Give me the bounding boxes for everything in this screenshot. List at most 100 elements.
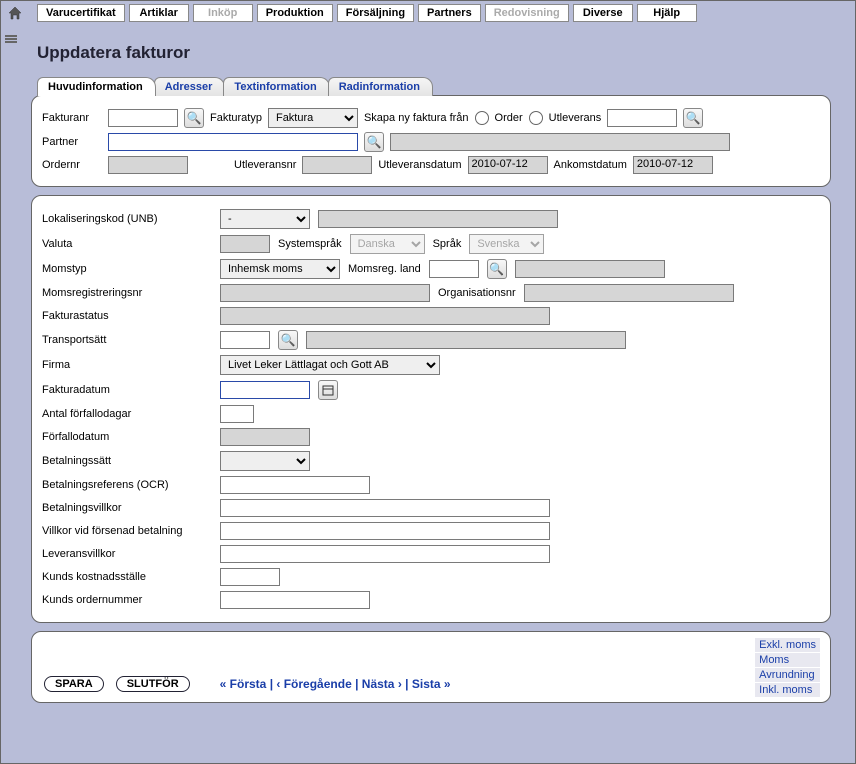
nav-sep: | bbox=[355, 677, 362, 691]
total-avrundning: Avrundning bbox=[755, 668, 820, 682]
nav-prev[interactable]: ‹ Föregående bbox=[276, 677, 351, 691]
betalningssatt-select[interactable] bbox=[220, 451, 310, 471]
organisationsnr-ro bbox=[524, 284, 734, 302]
lokaliseringskod-label: Lokaliseringskod (UNB) bbox=[42, 213, 212, 225]
opt-order-label: Order bbox=[495, 112, 523, 124]
momstyp-select[interactable]: Inhemsk moms bbox=[220, 259, 340, 279]
fakturatyp-select[interactable]: Faktura bbox=[268, 108, 358, 128]
totals-box: Exkl. moms Moms Avrundning Inkl. moms bbox=[755, 638, 820, 698]
radio-order[interactable] bbox=[475, 111, 489, 125]
utleverans-input[interactable] bbox=[607, 109, 677, 127]
tab-textinformation[interactable]: Textinformation bbox=[223, 77, 329, 96]
sprak-select: Svenska bbox=[469, 234, 544, 254]
kostnadsstalle-input[interactable] bbox=[220, 568, 280, 586]
spara-button[interactable]: SPARA bbox=[44, 676, 104, 692]
partner-name-ro bbox=[390, 133, 730, 151]
betalningssatt-label: Betalningssätt bbox=[42, 455, 212, 467]
fakturadatum-label: Fakturadatum bbox=[42, 384, 212, 396]
menu-forsaljning[interactable]: Försäljning bbox=[337, 4, 414, 22]
tab-adresser[interactable]: Adresser bbox=[154, 77, 226, 96]
fakturastatus-ro bbox=[220, 307, 550, 325]
menu-redovisning: Redovisning bbox=[485, 4, 569, 22]
systemsprak-label: Systemspråk bbox=[278, 238, 342, 250]
fakturanr-label: Fakturanr bbox=[42, 112, 102, 124]
firma-label: Firma bbox=[42, 359, 212, 371]
momsregnr-label: Momsregistreringsnr bbox=[42, 287, 212, 299]
firma-select[interactable]: Livet Leker Lättlagat och Gott AB bbox=[220, 355, 440, 375]
valuta-label: Valuta bbox=[42, 238, 212, 250]
partner-input[interactable] bbox=[108, 133, 358, 151]
footer-panel: SPARA SLUTFÖR « Första | ‹ Föregående | … bbox=[31, 631, 831, 703]
ordernummer-input[interactable] bbox=[220, 591, 370, 609]
ankomstdatum-label: Ankomstdatum bbox=[554, 159, 627, 171]
betalningsvillkor-label: Betalningsvillkor bbox=[42, 502, 212, 514]
content-area: Uppdatera fakturor Huvudinformation Adre… bbox=[31, 43, 831, 703]
sprak-label: Språk bbox=[433, 238, 462, 250]
leveransvillkor-input[interactable] bbox=[220, 545, 550, 563]
total-exkl: Exkl. moms bbox=[755, 638, 820, 652]
forfallodatum-label: Förfallodatum bbox=[42, 431, 212, 443]
betalningsvillkor-input[interactable] bbox=[220, 499, 550, 517]
tab-radinformation[interactable]: Radinformation bbox=[328, 77, 433, 96]
header-panel: Fakturanr 🔍 Fakturatyp Faktura Skapa ny … bbox=[31, 95, 831, 187]
utleveransdatum-ro: 2010-07-12 bbox=[468, 156, 548, 174]
nav-next[interactable]: Nästa › bbox=[362, 677, 402, 691]
utleveransdatum-label: Utleveransdatum bbox=[378, 159, 461, 171]
transportsatt-input[interactable] bbox=[220, 331, 270, 349]
tab-huvudinformation[interactable]: Huvudinformation bbox=[37, 77, 156, 96]
transportsatt-search-icon[interactable]: 🔍 bbox=[278, 330, 298, 350]
nav-sep: | bbox=[405, 677, 412, 691]
slutfor-button[interactable]: SLUTFÖR bbox=[116, 676, 190, 692]
ordernr-ro bbox=[108, 156, 188, 174]
nav-first[interactable]: « Första bbox=[220, 677, 267, 691]
home-icon[interactable] bbox=[7, 5, 23, 21]
menu-varucertifikat[interactable]: Varucertifikat bbox=[37, 4, 125, 22]
forsenad-label: Villkor vid försenad betalning bbox=[42, 525, 212, 537]
valuta-ro bbox=[220, 235, 270, 253]
organisationsnr-label: Organisationsnr bbox=[438, 287, 516, 299]
total-inkl: Inkl. moms bbox=[755, 683, 820, 697]
ocr-input[interactable] bbox=[220, 476, 370, 494]
calendar-icon[interactable] bbox=[318, 380, 338, 400]
forfallodagar-input[interactable] bbox=[220, 405, 254, 423]
utleverans-search-icon[interactable]: 🔍 bbox=[683, 108, 703, 128]
momsregnr-ro bbox=[220, 284, 430, 302]
skapa-label: Skapa ny faktura från bbox=[364, 112, 469, 124]
transportsatt-label: Transportsätt bbox=[42, 334, 212, 346]
fakturatyp-label: Fakturatyp bbox=[210, 112, 262, 124]
form-panel: Lokaliseringskod (UNB) - Valuta Systemsp… bbox=[31, 195, 831, 623]
partner-search-icon[interactable]: 🔍 bbox=[364, 132, 384, 152]
leveransvillkor-label: Leveransvillkor bbox=[42, 548, 212, 560]
forfallodatum-ro bbox=[220, 428, 310, 446]
total-moms: Moms bbox=[755, 653, 820, 667]
forsenad-input[interactable] bbox=[220, 522, 550, 540]
menu-produktion[interactable]: Produktion bbox=[257, 4, 333, 22]
main-menu: Varucertifikat Artiklar Inköp Produktion… bbox=[37, 4, 697, 22]
ordernummer-label: Kunds ordernummer bbox=[42, 594, 212, 606]
menu-partners[interactable]: Partners bbox=[418, 4, 481, 22]
app-frame: Varucertifikat Artiklar Inköp Produktion… bbox=[0, 0, 856, 764]
systemsprak-select: Danska bbox=[350, 234, 425, 254]
record-nav: « Första | ‹ Föregående | Nästa › | Sist… bbox=[220, 677, 451, 691]
nav-last[interactable]: Sista » bbox=[412, 677, 451, 691]
utleveransnr-label: Utleveransnr bbox=[234, 159, 296, 171]
partner-label: Partner bbox=[42, 136, 102, 148]
menu-hjalp[interactable]: Hjälp bbox=[637, 4, 697, 22]
sidebar-handle-icon[interactable] bbox=[5, 29, 17, 49]
transportsatt-ro bbox=[306, 331, 626, 349]
radio-utleverans[interactable] bbox=[529, 111, 543, 125]
fakturadatum-input[interactable] bbox=[220, 381, 310, 399]
forfallodagar-label: Antal förfallodagar bbox=[42, 408, 212, 420]
fakturanr-input[interactable] bbox=[108, 109, 178, 127]
fakturanr-search-icon[interactable]: 🔍 bbox=[184, 108, 204, 128]
ocr-label: Betalningsreferens (OCR) bbox=[42, 479, 212, 491]
menu-diverse[interactable]: Diverse bbox=[573, 4, 633, 22]
momsreg-land-label: Momsreg. land bbox=[348, 263, 421, 275]
top-bar: Varucertifikat Artiklar Inköp Produktion… bbox=[1, 1, 855, 25]
momsreg-land-input[interactable] bbox=[429, 260, 479, 278]
utleveransnr-ro bbox=[302, 156, 372, 174]
menu-artiklar[interactable]: Artiklar bbox=[129, 4, 189, 22]
lokaliseringskod-select[interactable]: - bbox=[220, 209, 310, 229]
menu-inkop: Inköp bbox=[193, 4, 253, 22]
momsreg-land-search-icon[interactable]: 🔍 bbox=[487, 259, 507, 279]
